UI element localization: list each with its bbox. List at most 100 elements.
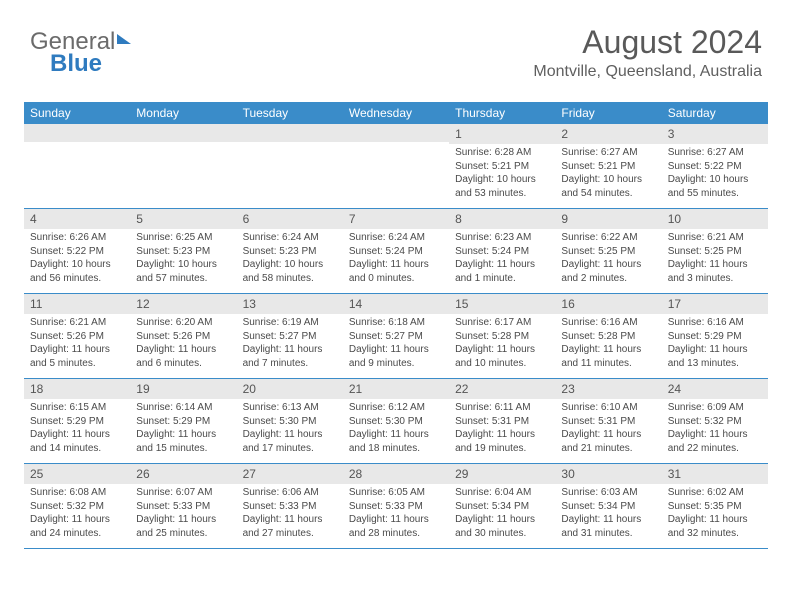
day-line: Sunset: 5:33 PM	[243, 500, 337, 514]
day-body: Sunrise: 6:04 AMSunset: 5:34 PMDaylight:…	[449, 484, 555, 544]
week-row: 25Sunrise: 6:08 AMSunset: 5:32 PMDayligh…	[24, 464, 768, 549]
day-line: Daylight: 11 hours and 0 minutes.	[349, 258, 443, 285]
day-line: Sunset: 5:24 PM	[349, 245, 443, 259]
day-line: Sunset: 5:34 PM	[561, 500, 655, 514]
day-number: 2	[555, 124, 661, 144]
day-number: 30	[555, 464, 661, 484]
day-line: Sunset: 5:31 PM	[561, 415, 655, 429]
week-row: 18Sunrise: 6:15 AMSunset: 5:29 PMDayligh…	[24, 379, 768, 464]
day-line: Sunrise: 6:25 AM	[136, 231, 230, 245]
day-body: Sunrise: 6:12 AMSunset: 5:30 PMDaylight:…	[343, 399, 449, 459]
day-line: Sunset: 5:29 PM	[30, 415, 124, 429]
day-line: Sunset: 5:21 PM	[561, 160, 655, 174]
day-cell: 5Sunrise: 6:25 AMSunset: 5:23 PMDaylight…	[130, 209, 236, 293]
day-line: Sunset: 5:34 PM	[455, 500, 549, 514]
day-number: 23	[555, 379, 661, 399]
day-cell: 21Sunrise: 6:12 AMSunset: 5:30 PMDayligh…	[343, 379, 449, 463]
day-body: Sunrise: 6:21 AMSunset: 5:26 PMDaylight:…	[24, 314, 130, 374]
day-cell: 27Sunrise: 6:06 AMSunset: 5:33 PMDayligh…	[237, 464, 343, 548]
day-line: Sunrise: 6:27 AM	[668, 146, 762, 160]
day-body: Sunrise: 6:22 AMSunset: 5:25 PMDaylight:…	[555, 229, 661, 289]
day-number: 19	[130, 379, 236, 399]
day-cell: 19Sunrise: 6:14 AMSunset: 5:29 PMDayligh…	[130, 379, 236, 463]
day-number: 31	[662, 464, 768, 484]
day-line: Sunset: 5:27 PM	[349, 330, 443, 344]
day-cell: 9Sunrise: 6:22 AMSunset: 5:25 PMDaylight…	[555, 209, 661, 293]
day-line: Daylight: 10 hours and 54 minutes.	[561, 173, 655, 200]
day-line: Daylight: 11 hours and 18 minutes.	[349, 428, 443, 455]
day-line: Sunset: 5:32 PM	[30, 500, 124, 514]
day-cell: 22Sunrise: 6:11 AMSunset: 5:31 PMDayligh…	[449, 379, 555, 463]
day-number	[24, 124, 130, 142]
day-line: Sunrise: 6:16 AM	[561, 316, 655, 330]
day-line: Sunrise: 6:24 AM	[349, 231, 443, 245]
day-cell: 12Sunrise: 6:20 AMSunset: 5:26 PMDayligh…	[130, 294, 236, 378]
day-line: Daylight: 11 hours and 17 minutes.	[243, 428, 337, 455]
day-line: Daylight: 11 hours and 22 minutes.	[668, 428, 762, 455]
day-line: Sunset: 5:35 PM	[668, 500, 762, 514]
day-number: 29	[449, 464, 555, 484]
day-line: Sunrise: 6:11 AM	[455, 401, 549, 415]
day-body: Sunrise: 6:02 AMSunset: 5:35 PMDaylight:…	[662, 484, 768, 544]
day-line: Daylight: 11 hours and 13 minutes.	[668, 343, 762, 370]
day-number: 14	[343, 294, 449, 314]
day-body: Sunrise: 6:08 AMSunset: 5:32 PMDaylight:…	[24, 484, 130, 544]
day-line: Sunrise: 6:28 AM	[455, 146, 549, 160]
day-line: Daylight: 11 hours and 3 minutes.	[668, 258, 762, 285]
day-line: Sunset: 5:27 PM	[243, 330, 337, 344]
day-line: Sunrise: 6:24 AM	[243, 231, 337, 245]
day-line: Daylight: 11 hours and 10 minutes.	[455, 343, 549, 370]
day-body: Sunrise: 6:11 AMSunset: 5:31 PMDaylight:…	[449, 399, 555, 459]
day-line: Sunset: 5:32 PM	[668, 415, 762, 429]
day-line: Daylight: 11 hours and 2 minutes.	[561, 258, 655, 285]
day-line: Daylight: 11 hours and 11 minutes.	[561, 343, 655, 370]
day-line: Daylight: 10 hours and 56 minutes.	[30, 258, 124, 285]
day-line: Sunrise: 6:26 AM	[30, 231, 124, 245]
day-number: 25	[24, 464, 130, 484]
day-line: Sunrise: 6:21 AM	[668, 231, 762, 245]
day-body: Sunrise: 6:13 AMSunset: 5:30 PMDaylight:…	[237, 399, 343, 459]
day-cell: 2Sunrise: 6:27 AMSunset: 5:21 PMDaylight…	[555, 124, 661, 208]
day-line: Daylight: 11 hours and 6 minutes.	[136, 343, 230, 370]
day-cell: 30Sunrise: 6:03 AMSunset: 5:34 PMDayligh…	[555, 464, 661, 548]
day-number: 12	[130, 294, 236, 314]
day-line: Sunset: 5:23 PM	[243, 245, 337, 259]
day-number	[343, 124, 449, 142]
day-body: Sunrise: 6:25 AMSunset: 5:23 PMDaylight:…	[130, 229, 236, 289]
day-line: Sunset: 5:24 PM	[455, 245, 549, 259]
day-line: Daylight: 11 hours and 19 minutes.	[455, 428, 549, 455]
day-number: 8	[449, 209, 555, 229]
day-body: Sunrise: 6:06 AMSunset: 5:33 PMDaylight:…	[237, 484, 343, 544]
day-cell: 8Sunrise: 6:23 AMSunset: 5:24 PMDaylight…	[449, 209, 555, 293]
day-cell: 20Sunrise: 6:13 AMSunset: 5:30 PMDayligh…	[237, 379, 343, 463]
week-row: 4Sunrise: 6:26 AMSunset: 5:22 PMDaylight…	[24, 209, 768, 294]
day-line: Sunset: 5:22 PM	[668, 160, 762, 174]
day-body: Sunrise: 6:27 AMSunset: 5:22 PMDaylight:…	[662, 144, 768, 204]
day-cell: 17Sunrise: 6:16 AMSunset: 5:29 PMDayligh…	[662, 294, 768, 378]
day-number: 22	[449, 379, 555, 399]
day-cell: 29Sunrise: 6:04 AMSunset: 5:34 PMDayligh…	[449, 464, 555, 548]
day-cell: 18Sunrise: 6:15 AMSunset: 5:29 PMDayligh…	[24, 379, 130, 463]
day-line: Daylight: 10 hours and 58 minutes.	[243, 258, 337, 285]
day-body: Sunrise: 6:07 AMSunset: 5:33 PMDaylight:…	[130, 484, 236, 544]
day-cell: 23Sunrise: 6:10 AMSunset: 5:31 PMDayligh…	[555, 379, 661, 463]
day-cell: 24Sunrise: 6:09 AMSunset: 5:32 PMDayligh…	[662, 379, 768, 463]
day-cell: 7Sunrise: 6:24 AMSunset: 5:24 PMDaylight…	[343, 209, 449, 293]
day-line: Sunset: 5:26 PM	[30, 330, 124, 344]
day-line: Sunset: 5:25 PM	[561, 245, 655, 259]
day-cell: 25Sunrise: 6:08 AMSunset: 5:32 PMDayligh…	[24, 464, 130, 548]
day-line: Daylight: 11 hours and 24 minutes.	[30, 513, 124, 540]
day-cell: 31Sunrise: 6:02 AMSunset: 5:35 PMDayligh…	[662, 464, 768, 548]
day-number: 11	[24, 294, 130, 314]
day-line: Sunrise: 6:12 AM	[349, 401, 443, 415]
day-line: Sunset: 5:33 PM	[136, 500, 230, 514]
day-number	[130, 124, 236, 142]
day-number: 24	[662, 379, 768, 399]
dow-cell: Sunday	[24, 102, 130, 124]
day-line: Sunrise: 6:06 AM	[243, 486, 337, 500]
day-line: Daylight: 11 hours and 1 minute.	[455, 258, 549, 285]
day-line: Daylight: 11 hours and 21 minutes.	[561, 428, 655, 455]
day-cell: 10Sunrise: 6:21 AMSunset: 5:25 PMDayligh…	[662, 209, 768, 293]
day-line: Sunrise: 6:13 AM	[243, 401, 337, 415]
dow-cell: Wednesday	[343, 102, 449, 124]
